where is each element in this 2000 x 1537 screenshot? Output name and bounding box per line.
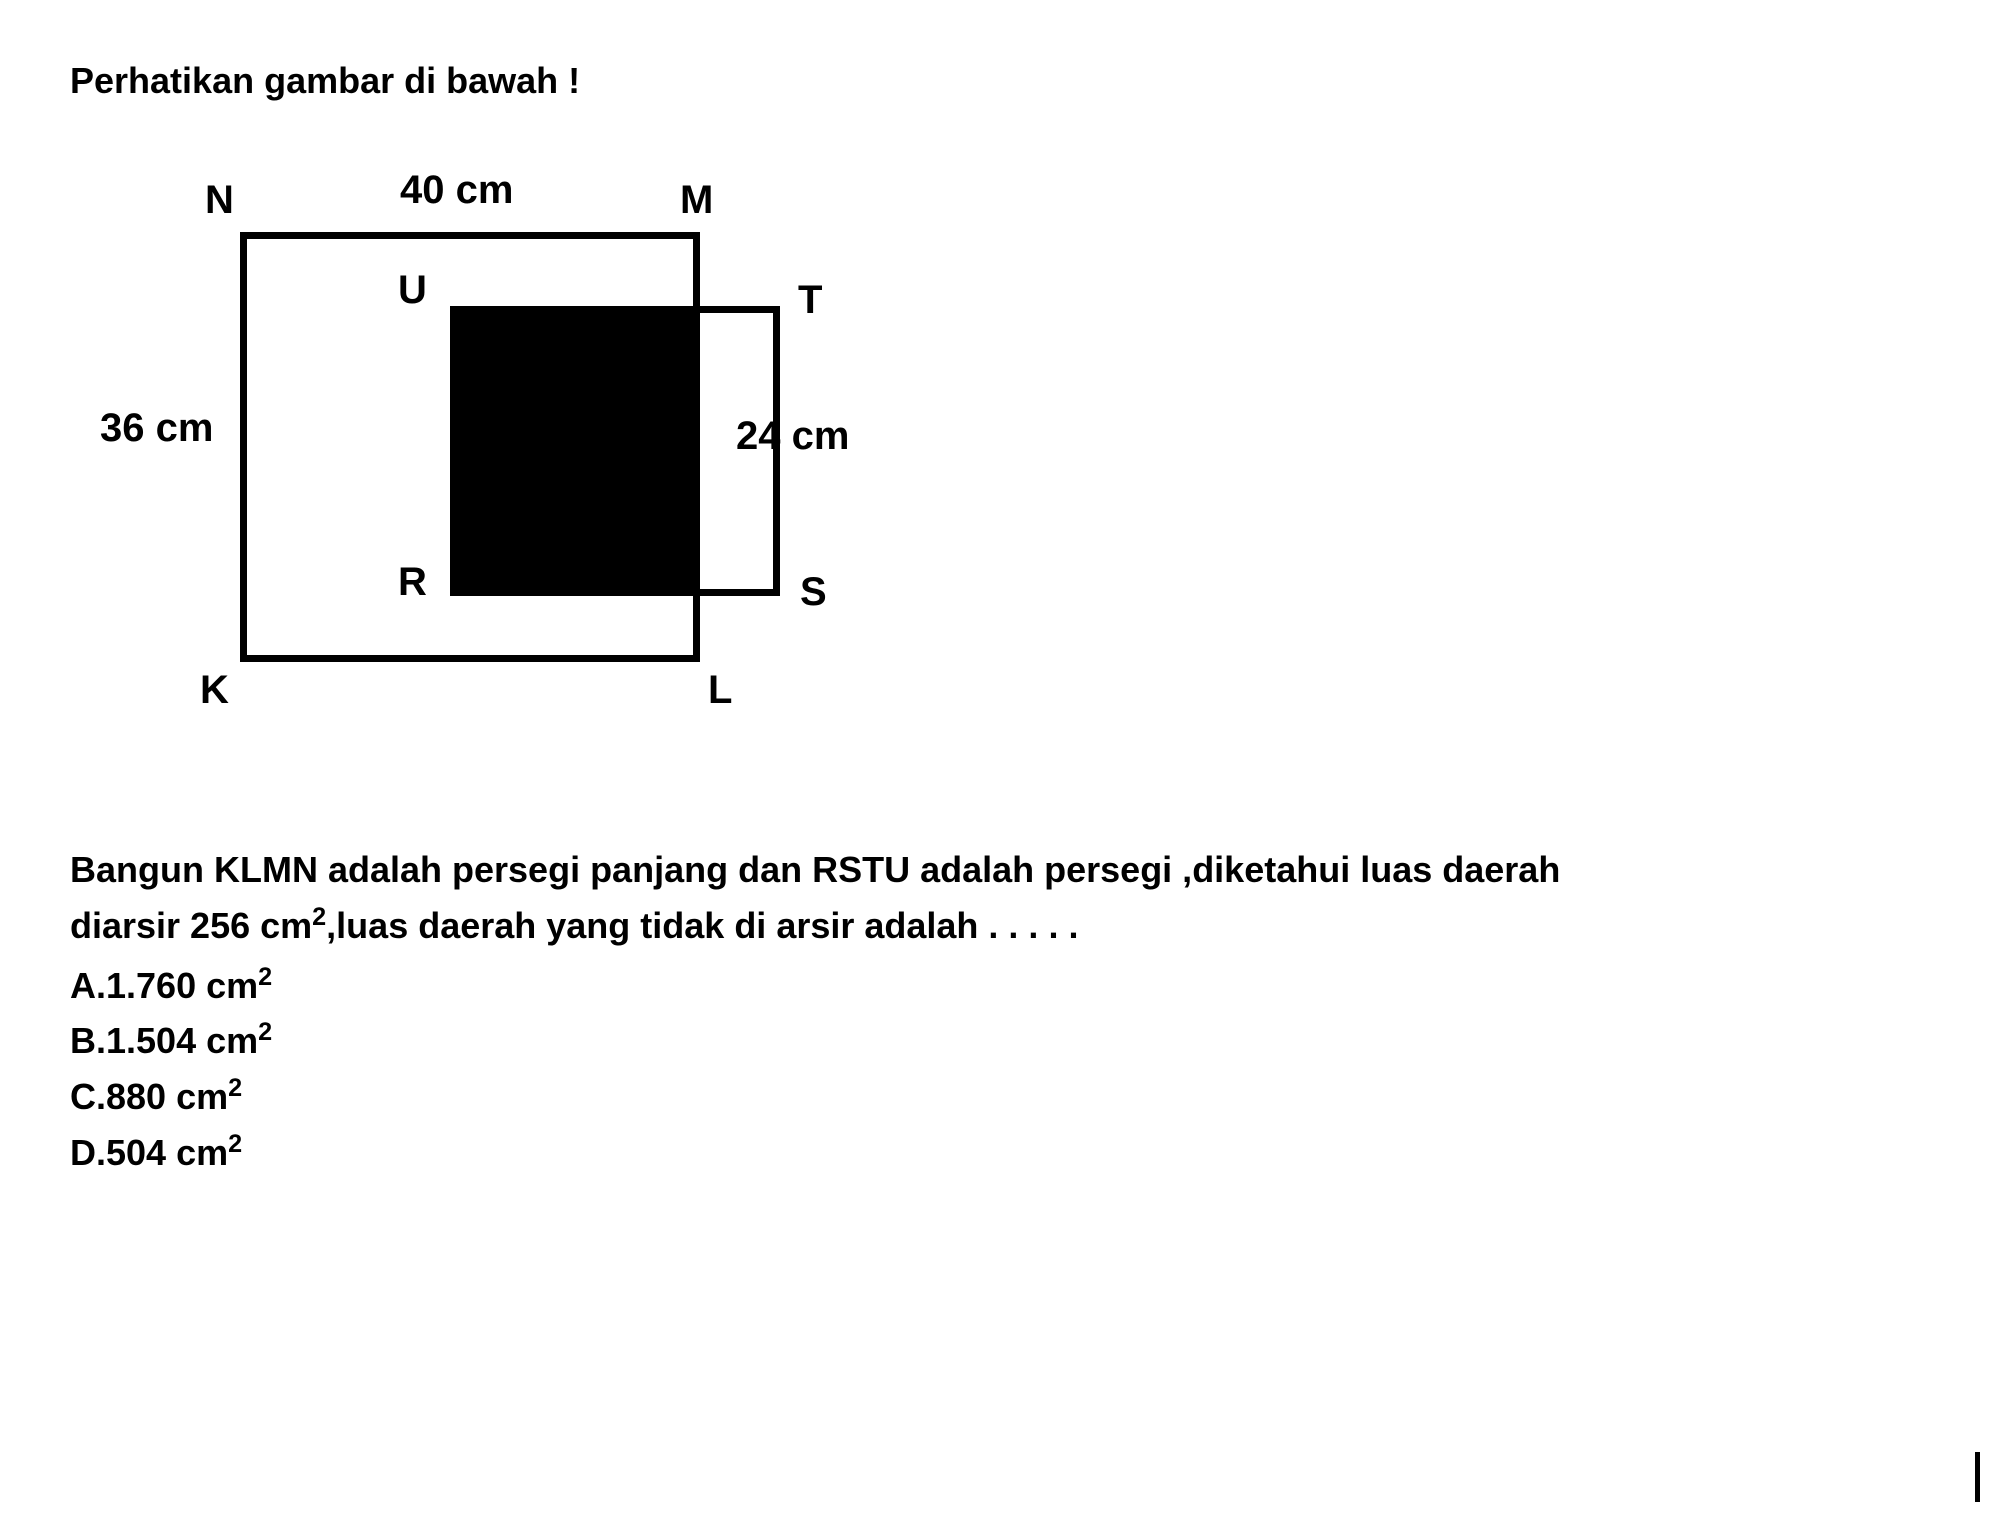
option-b: B.1.504 cm2 — [70, 1013, 1930, 1069]
vertex-l: L — [708, 668, 732, 713]
text-cursor — [1975, 1452, 1980, 1502]
option-a: A.1.760 cm2 — [70, 958, 1930, 1014]
option-a-sup: 2 — [258, 963, 272, 991]
vertex-s: S — [800, 570, 827, 615]
vertex-u: U — [398, 268, 427, 313]
vertex-k: K — [200, 668, 229, 713]
geometry-diagram: 40 cm 36 cm 24 cm N M K L U T R S — [100, 162, 900, 722]
option-b-sup: 2 — [258, 1018, 272, 1046]
question-line2-suffix: ,luas daerah yang tidak di arsir adalah … — [326, 905, 1078, 946]
question-line2-sup: 2 — [312, 903, 326, 931]
vertex-n: N — [205, 178, 234, 223]
vertex-t: T — [798, 278, 822, 323]
option-a-text: A.1.760 cm — [70, 965, 258, 1006]
option-c: C.880 cm2 — [70, 1069, 1930, 1125]
question-line1: Bangun KLMN adalah persegi panjang dan R… — [70, 849, 1560, 890]
option-d-text: D.504 cm — [70, 1132, 228, 1173]
dim-top-label: 40 cm — [400, 168, 513, 213]
answer-options: A.1.760 cm2 B.1.504 cm2 C.880 cm2 D.504 … — [70, 958, 1930, 1181]
option-c-text: C.880 cm — [70, 1076, 228, 1117]
dim-right-label: 24 cm — [736, 414, 849, 459]
instruction-text: Perhatikan gambar di bawah ! — [70, 60, 1930, 102]
option-d-sup: 2 — [228, 1130, 242, 1158]
question-text: Bangun KLMN adalah persegi panjang dan R… — [70, 842, 1930, 954]
shaded-region — [450, 306, 700, 596]
vertex-r: R — [398, 560, 427, 605]
option-c-sup: 2 — [228, 1074, 242, 1102]
option-d: D.504 cm2 — [70, 1125, 1930, 1181]
option-b-text: B.1.504 cm — [70, 1020, 258, 1061]
vertex-m: M — [680, 178, 713, 223]
question-line2-prefix: diarsir 256 cm — [70, 905, 312, 946]
dim-left-label: 36 cm — [100, 406, 213, 451]
